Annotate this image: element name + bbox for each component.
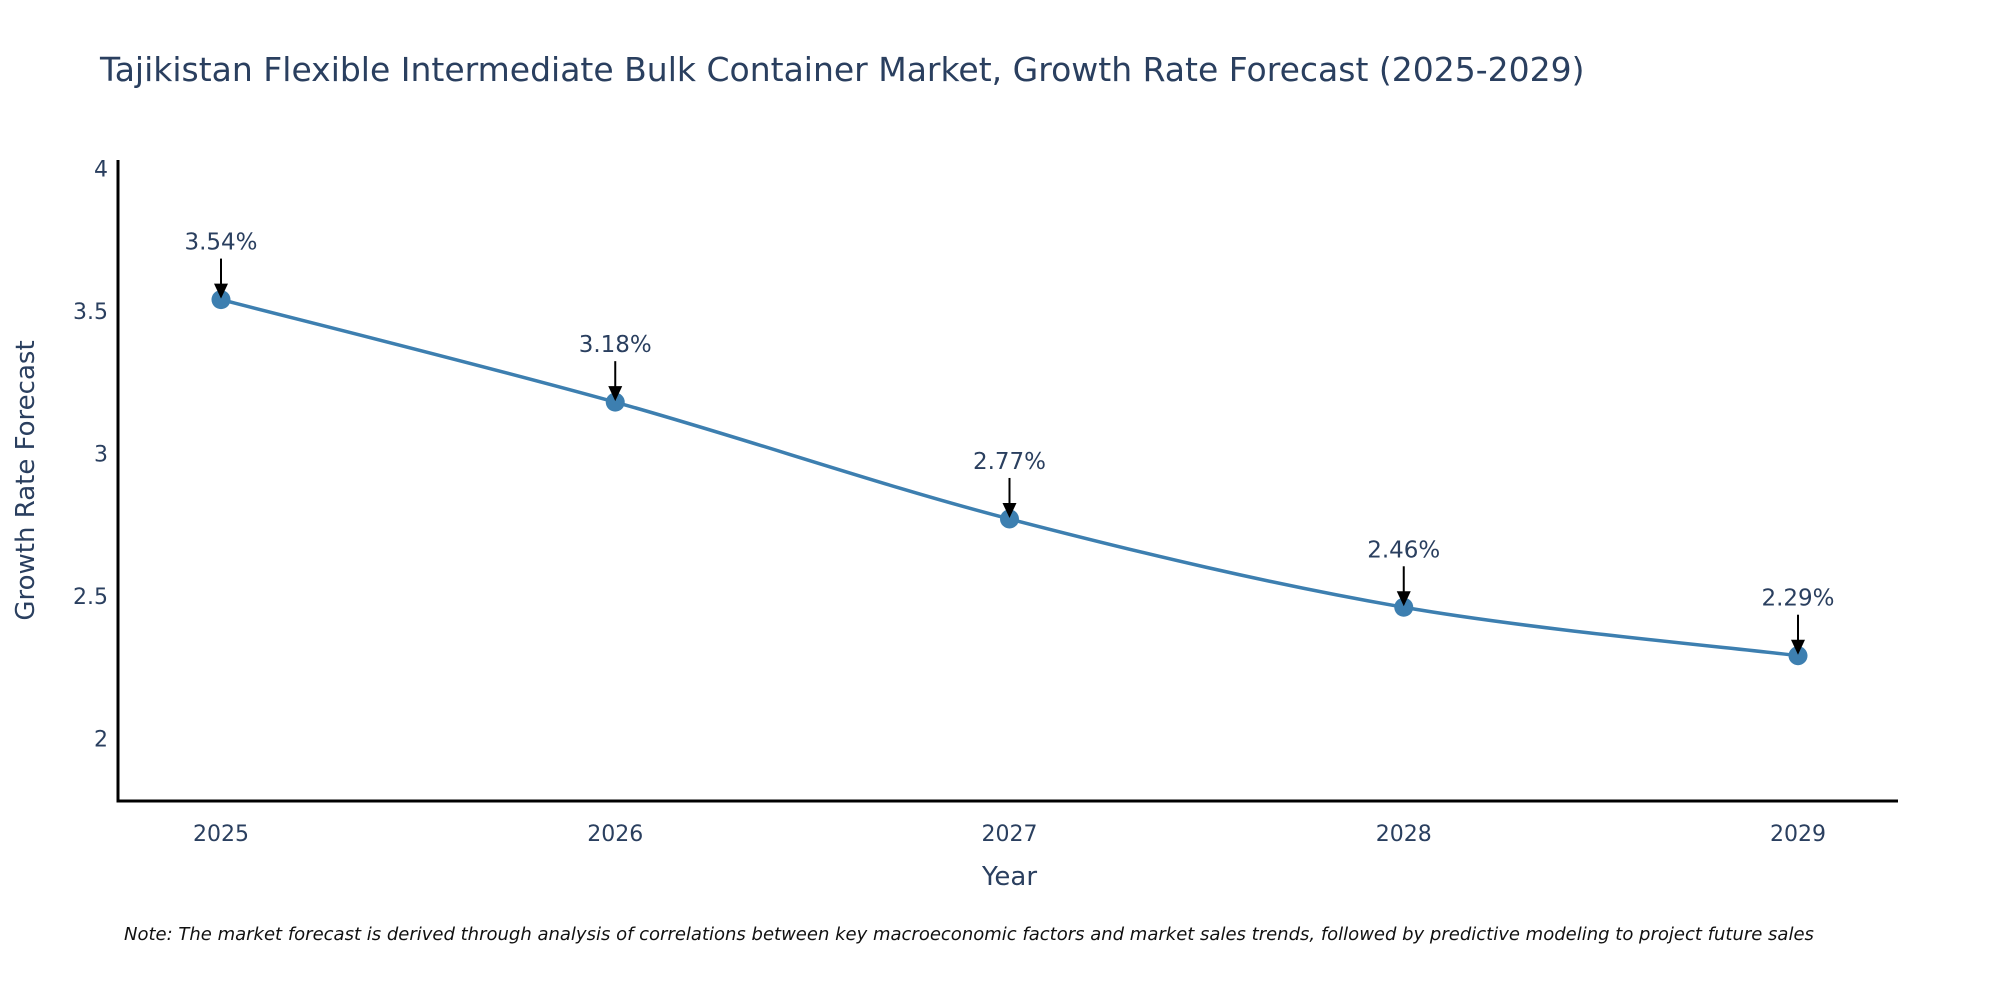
data-label: 2.77% [973, 449, 1046, 475]
x-tick-label: 2025 [193, 822, 249, 847]
x-axis-ticks: 2025 2026 2027 2028 2029 [193, 822, 1826, 847]
x-axis-title: Year [981, 862, 1037, 892]
series-markers [211, 290, 1808, 666]
data-label: 2.46% [1367, 537, 1440, 563]
chart-title: Tajikistan Flexible Intermediate Bulk Co… [99, 50, 1585, 89]
data-point [1788, 646, 1808, 666]
x-tick-label: 2029 [1770, 822, 1826, 847]
y-tick-label: 2.5 [73, 585, 108, 610]
x-tick-label: 2026 [587, 822, 643, 847]
annotation-arrow-head [608, 386, 623, 402]
data-point [605, 392, 625, 412]
annotation-arrow-head [1002, 502, 1017, 518]
annotations: 3.54% 3.18% 2.77% 2.46% 2.29% [184, 230, 1835, 655]
y-tick-label: 4 [94, 158, 108, 183]
data-point [211, 290, 231, 310]
x-tick-label: 2027 [982, 822, 1038, 847]
y-axis-ticks: 2 2.5 3 3.5 4 [73, 158, 108, 753]
data-label: 3.54% [184, 230, 257, 256]
y-tick-label: 3.5 [73, 300, 108, 325]
annotation-arrow-head [1791, 639, 1805, 655]
data-label: 2.29% [1761, 586, 1834, 612]
annotation-arrow-head [214, 283, 228, 299]
x-tick-label: 2028 [1376, 822, 1432, 847]
footnote: Note: The market forecast is derived thr… [124, 924, 1814, 945]
y-tick-label: 3 [94, 442, 108, 467]
y-tick-label: 2 [94, 727, 108, 752]
series-line [220, 297, 1799, 658]
y-axis-title: Growth Rate Forecast [11, 340, 41, 620]
data-point [1000, 509, 1019, 529]
annotation-arrow-head [1396, 591, 1411, 607]
data-label: 3.18% [579, 332, 652, 358]
data-point [1394, 597, 1414, 617]
